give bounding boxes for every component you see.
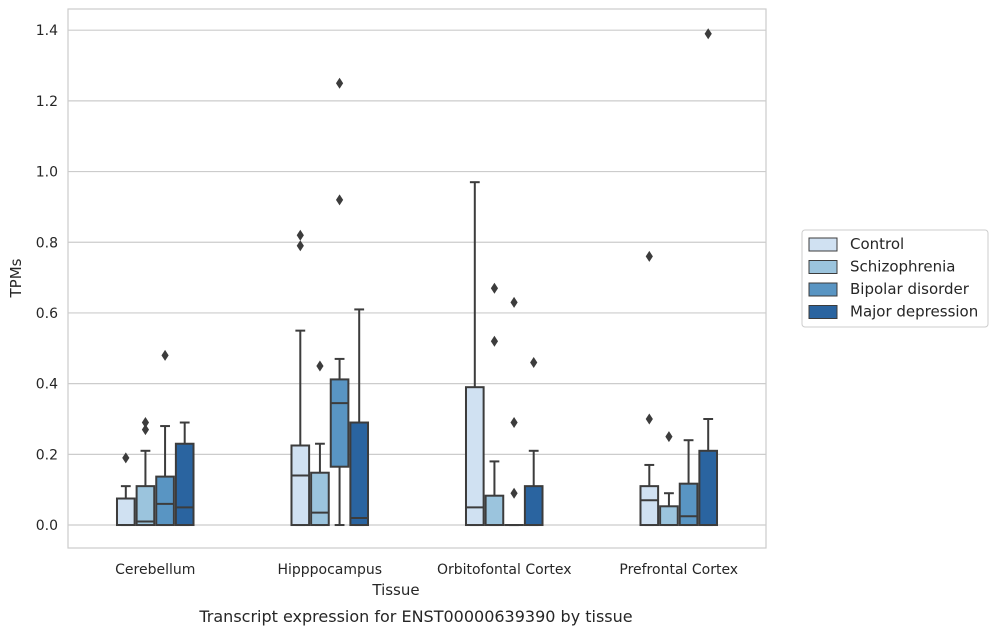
x-tick-label: Prefrontal Cortex [619, 562, 738, 578]
box-iqr [329, 378, 350, 468]
outlier-marker [510, 417, 518, 429]
outlier-marker [335, 194, 344, 206]
box-iqr [464, 386, 485, 527]
outlier-marker [645, 413, 653, 425]
plot-frame [67, 8, 767, 549]
outlier-marker [141, 424, 150, 436]
box-iqr [659, 505, 679, 527]
outlier-marker [530, 356, 538, 368]
box-iqr [523, 485, 544, 527]
box-iqr [135, 485, 156, 527]
box-schizophrenia [310, 360, 330, 527]
y-tick-label: 0.2 [36, 447, 58, 463]
box-control [115, 452, 136, 527]
outlier-marker [335, 77, 344, 89]
outlier-marker [161, 349, 169, 361]
box-iqr [698, 449, 719, 527]
y-tick-label: 1.4 [36, 23, 58, 39]
outlier-marker [490, 335, 499, 347]
box-iqr [484, 494, 505, 527]
y-tick-label: 0.0 [36, 518, 58, 534]
legend-label: Control [850, 235, 904, 253]
box-iqr [678, 482, 699, 527]
outlier-marker [141, 417, 150, 429]
box-control [639, 250, 660, 527]
box-iqr [349, 421, 370, 527]
gridlines [68, 29, 766, 526]
box-control [290, 229, 311, 527]
x-axis-label: Tissue [371, 581, 419, 599]
box-schizophrenia [484, 282, 505, 527]
box-iqr [639, 485, 660, 527]
legend-frame [801, 229, 989, 328]
legend-swatch [808, 282, 838, 297]
box-major-depression [174, 421, 195, 527]
box-schizophrenia [135, 417, 156, 527]
y-tick-label: 1.0 [36, 165, 58, 181]
box-iqr [174, 442, 195, 527]
box-major-depression [698, 28, 719, 527]
y-tick-label: 0.4 [36, 377, 58, 393]
box-control [464, 181, 485, 527]
outlier-marker [296, 240, 304, 252]
y-axis-label: TPMs [7, 258, 25, 298]
outlier-marker [704, 28, 712, 40]
outlier-marker [510, 296, 518, 308]
y-tick-label: 1.2 [36, 94, 58, 110]
box-schizophrenia [659, 431, 679, 527]
y-tick-label: 0.6 [36, 306, 58, 322]
outlier-marker [645, 250, 653, 262]
x-tick-label: Hipppocampus [277, 562, 382, 578]
outlier-marker [296, 229, 304, 241]
box-iqr [155, 475, 175, 527]
legend-label: Major depression [850, 303, 978, 321]
legend: Control Schizophrenia Bipolar disorder Majo… [801, 229, 989, 328]
legend-swatch [808, 237, 838, 252]
legend-swatch [808, 260, 838, 274]
outlier-marker [316, 360, 324, 372]
box-groups [115, 28, 719, 527]
outlier-marker [510, 487, 518, 499]
y-tick-labels: 0.0 0.2 0.4 0.6 0.8 1.0 1.2 1.4 [36, 23, 58, 534]
box-bipolar-disorder [504, 296, 524, 527]
outlier-marker [490, 282, 499, 294]
box-bipolar-disorder [155, 349, 175, 527]
legend-label: Bipolar disorder [850, 280, 970, 298]
x-tick-label: Cerebellum [115, 562, 195, 578]
x-tick-label: Orbitofontal Cortex [437, 562, 572, 578]
box-bipolar-disorder [678, 439, 699, 527]
legend-label: Schizophrenia [850, 258, 955, 276]
y-tick-label: 0.8 [36, 235, 58, 251]
chart-caption: Transcript expression for ENST0000063939… [198, 607, 632, 626]
box-iqr [115, 497, 136, 527]
legend-swatch [808, 305, 838, 319]
box-major-depression [523, 356, 544, 527]
box-iqr [310, 471, 330, 527]
outlier-marker [122, 452, 130, 464]
outlier-marker [665, 431, 673, 443]
box-bipolar-disorder [329, 77, 350, 527]
x-tick-labels: Cerebellum Hipppocampus Orbitofontal Corte… [115, 562, 738, 578]
box-major-depression [349, 308, 370, 527]
box-iqr [290, 444, 311, 527]
